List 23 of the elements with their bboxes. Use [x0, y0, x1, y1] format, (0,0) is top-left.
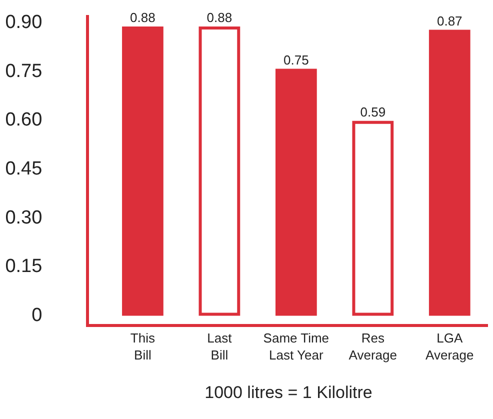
data-label: 0.75	[284, 52, 309, 68]
y-tick-label: 0.30	[5, 207, 42, 228]
y-tick-label: 0.60	[5, 110, 42, 131]
bar	[352, 120, 394, 316]
bar	[275, 68, 317, 316]
y-tick-label: 0.15	[5, 256, 42, 278]
x-tick-label: Last Bill	[207, 330, 232, 362]
x-axis-title: 1000 litres = 1 Kilolitre	[204, 382, 372, 402]
bar	[428, 30, 470, 316]
data-label: 0.88	[130, 10, 156, 26]
bar	[198, 26, 240, 316]
bar	[122, 26, 164, 316]
y-tick-label: 0	[32, 304, 42, 326]
y-tick-label: 0.45	[5, 158, 42, 180]
y-tick-label: 0.90	[5, 12, 42, 34]
x-tick-label: Res Average	[348, 330, 397, 362]
x-tick-label: LGA Average	[426, 330, 474, 362]
data-label: 0.87	[436, 13, 462, 28]
y-tick-label: 0.75	[5, 60, 42, 82]
data-label: 0.59	[360, 104, 386, 120]
x-tick-label: Same Time Last Year	[263, 330, 330, 362]
data-label: 0.88	[206, 10, 232, 26]
x-tick-label: This Bill	[130, 330, 156, 362]
